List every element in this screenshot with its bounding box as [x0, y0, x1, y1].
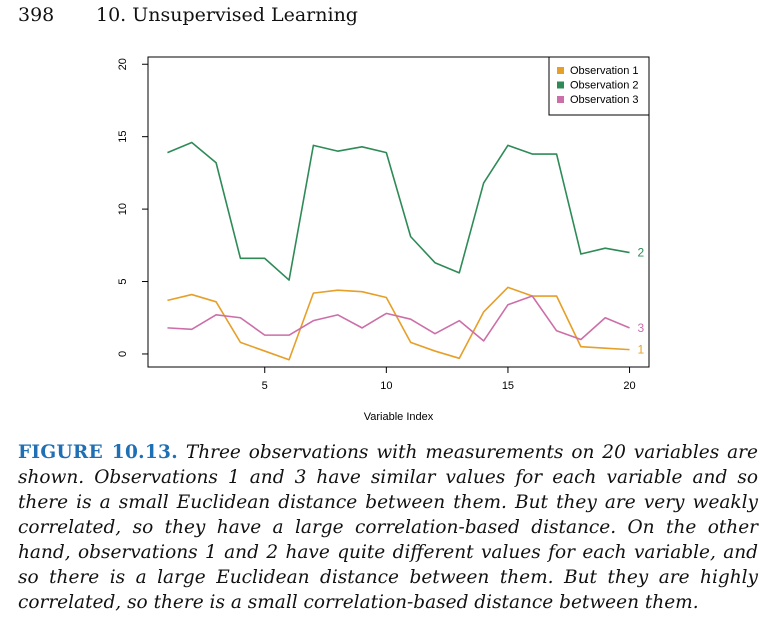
x-tick-label: 20: [623, 380, 635, 392]
y-tick-label: 10: [117, 203, 129, 215]
x-tick-label: 5: [262, 380, 268, 392]
line-chart: 5 10 15 20 0 5 10 15 20 Variable Index 1 2 3 Observat…: [117, 56, 650, 423]
y-tick-label: 20: [117, 58, 129, 70]
series-line-observation-1: [167, 286, 630, 361]
legend-box: [548, 56, 650, 116]
figure-label: FIGURE 10.13.: [18, 442, 178, 463]
x-tick-label: 15: [502, 380, 514, 392]
legend-entry: Observation 3: [570, 94, 638, 106]
series-end-label: 3: [638, 321, 645, 335]
page-number: 398: [18, 4, 55, 26]
caption-text: Three observations with measurements on …: [18, 442, 758, 613]
legend-swatch: [557, 81, 564, 89]
figure-10-13: 5 10 15 20 0 5 10 15 20 Variable Index 1 2 3 Observat…: [90, 40, 690, 430]
figure-caption: FIGURE 10.13. Three observations with me…: [18, 440, 758, 615]
y-tick-label: 0: [117, 351, 129, 357]
y-tick-label: 5: [117, 278, 129, 284]
series-line-observation-2: [167, 141, 630, 281]
x-tick-label: 10: [380, 380, 392, 392]
page-header: 398 10. Unsupervised Learning: [18, 4, 758, 28]
plot-frame: [147, 56, 650, 368]
legend-entry: Observation 2: [570, 80, 638, 92]
legend-entry: Observation 1: [570, 65, 638, 77]
legend-swatch: [557, 67, 564, 74]
series-end-label: 1: [638, 343, 645, 357]
chapter-title: 10. Unsupervised Learning: [96, 4, 358, 26]
x-axis-label: Variable Index: [364, 411, 434, 423]
legend-swatch: [557, 96, 564, 103]
series-line-observation-3: [167, 295, 630, 342]
series-end-label: 2: [638, 246, 645, 260]
y-tick-label: 15: [117, 131, 129, 143]
